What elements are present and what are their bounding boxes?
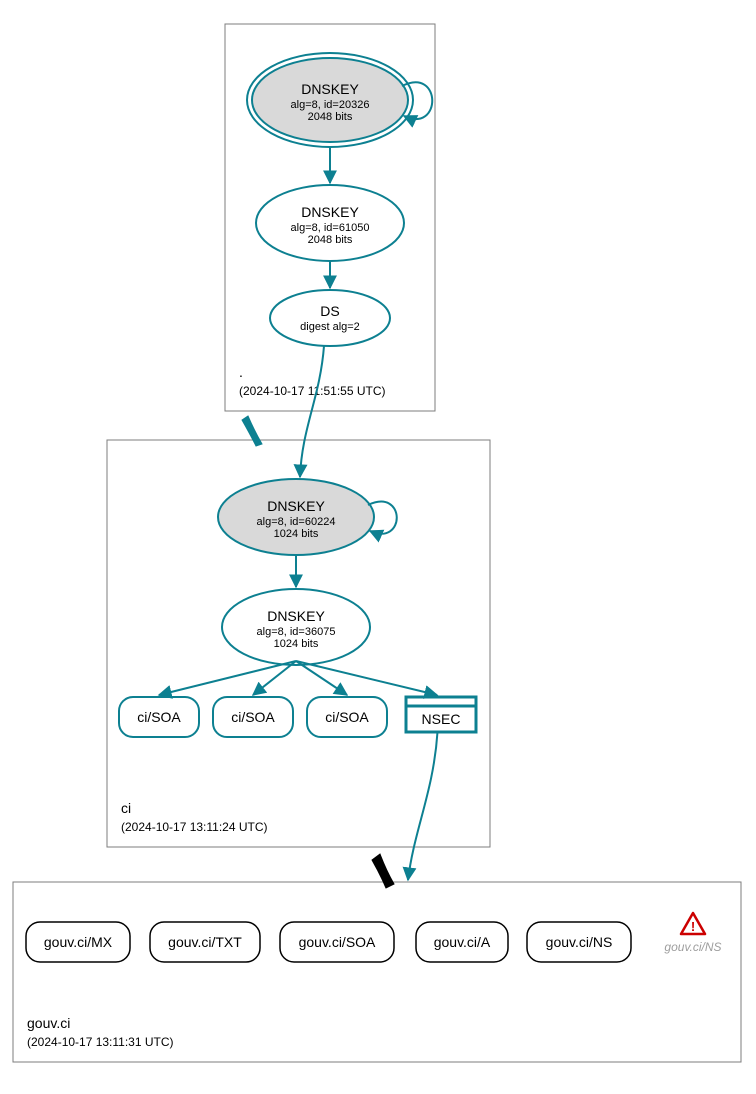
edge-ci-zsk-to-soa3 [296, 661, 347, 695]
delegation-arrow-root-to-ci [242, 416, 262, 446]
node-ci-soa-2-label: ci/SOA [231, 709, 275, 725]
node-ci-zsk-title: DNSKEY [267, 608, 325, 624]
zone-ci-sublabel: (2024-10-17 13:11:24 UTC) [121, 820, 268, 834]
node-ci-ksk: DNSKEY alg=8, id=602241024 bits [218, 479, 374, 555]
node-ci-zsk-line1: alg=8, id=36075 [257, 626, 336, 638]
node-gouv-ns-warning: ! gouv.ci/NS [664, 913, 721, 954]
node-gouv-mx-label: gouv.ci/MX [44, 934, 113, 950]
node-root-ksk: DNSKEY alg=8, id=203262048 bits [247, 53, 413, 147]
node-root-zsk-line2: 2048 bits [308, 234, 353, 246]
node-root-ds-line1: digest alg=2 [300, 321, 360, 333]
warning-icon-bang: ! [691, 919, 695, 934]
node-ci-nsec-label: NSEC [422, 711, 461, 727]
node-root-ds: DS digest alg=2 [270, 290, 390, 346]
edge-ci-zsk-to-nsec [296, 661, 437, 695]
node-root-ksk-title: DNSKEY [301, 81, 359, 97]
node-root-ksk-line1: alg=8, id=20326 [291, 99, 370, 111]
node-gouv-ns-label: gouv.ci/NS [546, 934, 613, 950]
node-ci-ksk-line1: alg=8, id=60224 [257, 516, 336, 528]
zone-root-label: . [239, 364, 243, 380]
node-root-zsk: DNSKEY alg=8, id=610502048 bits [256, 185, 404, 261]
zone-root-sublabel: (2024-10-17 11:51:55 UTC) [239, 384, 386, 398]
edge-ci-nsec-to-gouv [408, 732, 438, 880]
node-ci-zsk: DNSKEY alg=8, id=360751024 bits [222, 589, 370, 665]
node-root-zsk-line1: alg=8, id=61050 [291, 222, 370, 234]
node-ci-ksk-title: DNSKEY [267, 498, 325, 514]
node-gouv-txt-label: gouv.ci/TXT [168, 934, 242, 950]
zone-ci-label: ci [121, 800, 131, 816]
node-root-ksk-line2: 2048 bits [308, 111, 353, 123]
node-ci-ksk-line2: 1024 bits [274, 528, 319, 540]
zone-gouv-label: gouv.ci [27, 1015, 70, 1031]
node-gouv-ns-warning-label: gouv.ci/NS [664, 940, 721, 954]
node-gouv-soa-label: gouv.ci/SOA [299, 934, 376, 950]
zone-gouv-sublabel: (2024-10-17 13:11:31 UTC) [27, 1035, 174, 1049]
node-gouv-a-label: gouv.ci/A [434, 934, 491, 950]
delegation-arrow-ci-to-gouv [372, 854, 394, 888]
node-ci-soa-3-label: ci/SOA [325, 709, 369, 725]
node-ci-zsk-line2: 1024 bits [274, 638, 319, 650]
node-ci-soa-1-label: ci/SOA [137, 709, 181, 725]
node-root-zsk-title: DNSKEY [301, 204, 359, 220]
node-root-ds-title: DS [320, 303, 339, 319]
